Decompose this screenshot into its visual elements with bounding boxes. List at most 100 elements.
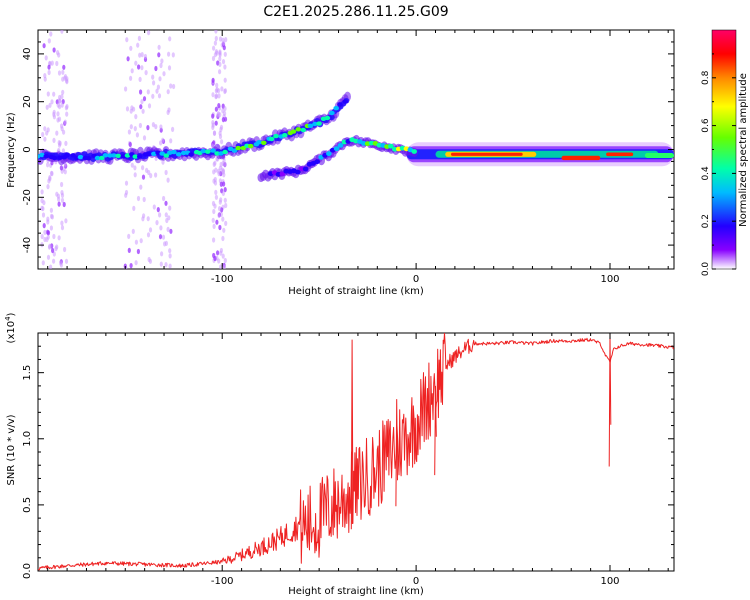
- noise-speck: [165, 217, 169, 224]
- noise-speck: [49, 207, 54, 213]
- main-track-peak: [51, 155, 58, 161]
- noise-speck: [162, 71, 166, 77]
- noise-speck: [134, 239, 138, 245]
- noise-speck: [55, 191, 59, 197]
- noise-speck: [134, 114, 138, 120]
- colorbar-tick-label: 0.0: [701, 262, 711, 277]
- main-track-peak: [43, 153, 50, 159]
- snr-axes: -100 0 100 0.0 0.5 1.0 1.5: [22, 333, 674, 587]
- noise-speck: [159, 124, 163, 130]
- main-track-peak: [214, 151, 220, 156]
- noise-speck: [169, 228, 173, 234]
- noise-speck: [58, 104, 62, 110]
- noise-speck: [161, 234, 166, 240]
- lower-track-peak: [279, 171, 286, 177]
- noise-speck: [223, 257, 227, 264]
- noise-speck: [217, 212, 221, 218]
- noise-speck: [43, 76, 47, 82]
- noise-speck: [151, 74, 155, 80]
- noise-speck: [126, 56, 130, 62]
- snr-line: [38, 333, 674, 571]
- spectrogram-xlabel: Height of straight line (km): [288, 286, 424, 297]
- main-track-peak: [77, 154, 84, 160]
- noise-speck: [219, 264, 223, 269]
- noise-speck: [167, 51, 171, 57]
- noise-speck: [221, 235, 225, 242]
- noise-speck: [57, 140, 61, 146]
- noise-speck: [141, 108, 145, 114]
- noise-speck: [214, 189, 218, 195]
- main-track-peak: [300, 127, 307, 133]
- noise-speck: [64, 140, 68, 146]
- main-track-peak: [256, 140, 262, 145]
- noise-speck: [138, 52, 142, 58]
- noise-speck: [52, 258, 56, 264]
- main-track-peak: [329, 110, 335, 116]
- noise-speck: [50, 171, 54, 177]
- noise-speck: [223, 51, 227, 57]
- noise-speck: [218, 61, 222, 67]
- noise-speck: [213, 40, 217, 46]
- noise-speck: [125, 106, 130, 112]
- noise-speck: [46, 91, 50, 97]
- noise-speck: [54, 246, 58, 252]
- main-track-peak: [163, 153, 170, 158]
- noise-speck: [213, 160, 217, 166]
- noise-speck: [127, 129, 131, 135]
- noise-speck: [40, 189, 44, 195]
- noise-speck: [155, 88, 159, 94]
- figure-title: C2E1.2025.286.11.25.G09: [263, 4, 448, 20]
- noise-speck: [218, 224, 222, 231]
- noise-speck: [42, 223, 46, 229]
- noise-speck: [61, 69, 65, 75]
- noise-speck: [214, 106, 218, 112]
- noise-speck: [133, 172, 137, 178]
- snr-content: [38, 333, 674, 571]
- snr-xlabel: Height of straight line (km): [288, 586, 424, 597]
- noise-speck: [168, 253, 172, 259]
- noise-speck: [217, 258, 221, 264]
- noise-speck: [60, 30, 64, 34]
- colorbar-tick-label: 0.2: [701, 214, 711, 228]
- noise-speck: [59, 262, 64, 268]
- lower-track-peak: [302, 166, 309, 172]
- noise-speck: [41, 212, 46, 218]
- noise-speck: [64, 218, 68, 224]
- main-track-peak: [107, 153, 113, 158]
- noise-speck: [154, 172, 158, 178]
- noise-speck: [166, 109, 170, 115]
- noise-speck: [59, 165, 64, 171]
- noise-speck: [217, 171, 221, 177]
- noise-speck: [57, 196, 61, 202]
- noise-speck: [219, 250, 223, 256]
- main-track-peak: [115, 153, 121, 158]
- noise-speck: [55, 130, 59, 136]
- noise-speck: [49, 213, 54, 219]
- noise-speck: [224, 202, 228, 209]
- main-track-peak: [171, 149, 177, 155]
- noise-speck: [151, 122, 155, 128]
- noise-speck: [45, 104, 49, 110]
- noise-speck: [130, 68, 134, 74]
- noise-speck: [52, 91, 56, 97]
- noise-speck: [158, 212, 162, 218]
- noise-speck: [47, 64, 51, 70]
- colorbar-tick-label: 0.8: [701, 70, 711, 85]
- noise-speck: [221, 117, 225, 123]
- noise-speck: [214, 88, 218, 94]
- noise-speck: [57, 235, 61, 241]
- noise-speck: [46, 127, 50, 133]
- main-track-peak: [64, 153, 70, 158]
- noise-speck: [222, 157, 226, 164]
- noise-speck: [57, 70, 62, 76]
- noise-speck: [214, 94, 218, 100]
- noise-speck: [46, 162, 50, 168]
- noise-speck: [49, 264, 53, 269]
- noise-speck: [220, 86, 224, 92]
- lower-track-peak: [411, 149, 418, 154]
- main-track-peak: [316, 121, 322, 126]
- noise-speck: [62, 201, 66, 208]
- noise-speck: [212, 208, 216, 215]
- noise-speck: [222, 40, 226, 46]
- noise-speck: [147, 30, 151, 36]
